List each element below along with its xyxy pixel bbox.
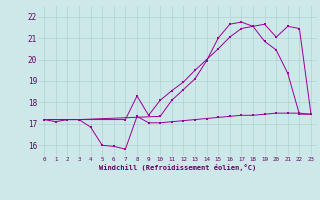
X-axis label: Windchill (Refroidissement éolien,°C): Windchill (Refroidissement éolien,°C) bbox=[99, 164, 256, 171]
